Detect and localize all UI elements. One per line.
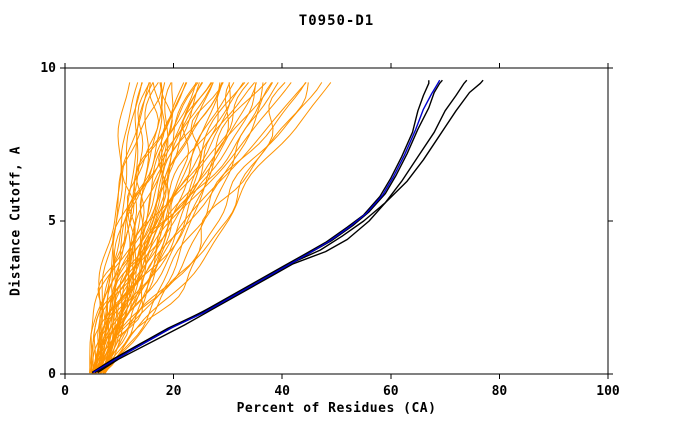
y-tick-label: 10: [40, 61, 56, 76]
y-tick-label: 5: [48, 214, 56, 229]
orange-model-curves: [89, 82, 332, 374]
model-curve: [89, 82, 224, 374]
model-curve: [93, 82, 131, 374]
model-curve: [94, 82, 309, 374]
x-tick-label: 100: [596, 384, 620, 399]
x-tick-label: 20: [166, 384, 182, 399]
model-curve: [103, 82, 286, 374]
model-curve: [95, 82, 172, 374]
model-curve: [89, 82, 154, 374]
model-curve: [103, 82, 174, 374]
axes: 0 20 40 60 80 100 0 5 10: [40, 61, 620, 399]
x-tick-label: 40: [274, 384, 290, 399]
model-curve: [90, 82, 159, 374]
model-curve: [99, 82, 163, 374]
model-curve: [104, 82, 223, 374]
blue-curve: [92, 79, 441, 374]
black-curve: [94, 79, 443, 374]
model-curve: [92, 82, 213, 374]
model-curve: [92, 82, 246, 374]
model-curve: [98, 82, 323, 374]
model-curve: [94, 82, 162, 374]
x-axis-label: Percent of Residues (CA): [236, 401, 437, 416]
model-curve: [100, 82, 257, 374]
model-curve: [98, 82, 231, 374]
blue-highlight-curve: [92, 79, 441, 374]
model-curve: [102, 82, 332, 374]
model-curve: [92, 82, 150, 374]
x-tick-label: 60: [383, 384, 399, 399]
black-curve: [97, 79, 468, 374]
model-curve: [93, 82, 203, 374]
x-tick-label: 0: [61, 384, 69, 399]
model-curve: [97, 82, 255, 374]
model-curve: [95, 82, 231, 374]
x-tick-label: 80: [492, 384, 508, 399]
y-tick-label: 0: [48, 367, 56, 382]
model-curve: [92, 82, 212, 374]
chart-title: T0950-D1: [298, 13, 375, 29]
black-curve: [91, 80, 430, 374]
model-curve: [91, 82, 204, 374]
model-curve: [103, 82, 274, 374]
